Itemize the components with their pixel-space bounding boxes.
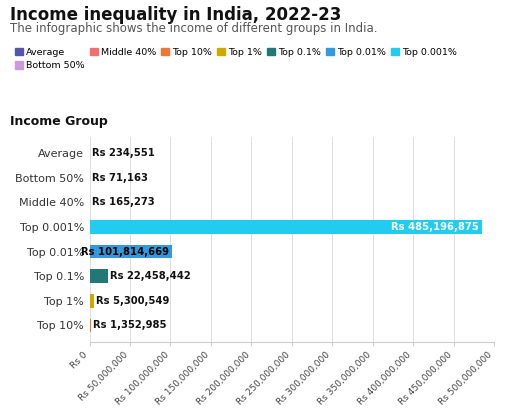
Text: Rs 5,300,549: Rs 5,300,549 (96, 296, 169, 306)
Text: Rs 1,352,985: Rs 1,352,985 (93, 320, 166, 330)
Text: Rs 101,814,669: Rs 101,814,669 (81, 247, 169, 256)
Bar (90, 220, 482, 234)
Bar (90, 245, 172, 258)
Text: The infographic shows the income of different groups in India.: The infographic shows the income of diff… (10, 22, 378, 36)
Text: Rs 165,273: Rs 165,273 (92, 197, 155, 207)
Text: Rs 234,551: Rs 234,551 (92, 148, 155, 158)
Bar (90, 319, 91, 332)
Text: Rs 485,196,875: Rs 485,196,875 (391, 222, 479, 232)
Bar (90, 294, 94, 308)
Text: Income inequality in India, 2022-23: Income inequality in India, 2022-23 (10, 6, 342, 24)
Text: Rs 22,458,442: Rs 22,458,442 (110, 271, 190, 281)
Text: Rs 71,163: Rs 71,163 (92, 173, 147, 183)
Legend: Average, Bottom 50%, Middle 40%, Top 10%, Top 1%, Top 0.1%, Top 0.01%, Top 0.001: Average, Bottom 50%, Middle 40%, Top 10%… (15, 48, 457, 70)
Text: Income Group: Income Group (10, 115, 108, 128)
Bar (90, 270, 108, 283)
